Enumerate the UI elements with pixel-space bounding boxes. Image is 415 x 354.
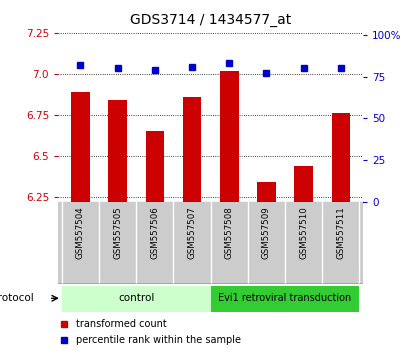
Bar [220,71,239,202]
Bar [62,286,211,312]
Bar [257,182,276,202]
Text: GSM557509: GSM557509 [262,206,271,258]
Bar [71,92,90,202]
Bar [146,131,164,202]
Text: percentile rank within the sample: percentile rank within the sample [76,335,242,345]
Text: transformed count: transformed count [76,319,167,329]
Bar [211,286,359,312]
Text: Evi1 retroviral transduction: Evi1 retroviral transduction [218,293,352,303]
Title: GDS3714 / 1434577_at: GDS3714 / 1434577_at [130,13,291,27]
Text: GSM557510: GSM557510 [299,206,308,259]
Text: GSM557508: GSM557508 [225,206,234,259]
Text: GSM557505: GSM557505 [113,206,122,259]
Text: GSM557504: GSM557504 [76,206,85,259]
Bar [332,113,350,202]
Text: control: control [118,293,154,303]
Text: GSM557506: GSM557506 [150,206,159,259]
Text: GSM557507: GSM557507 [188,206,197,259]
Bar [294,166,313,202]
Bar [183,97,201,202]
Text: protocol: protocol [0,293,34,303]
Bar [108,100,127,202]
Text: GSM557511: GSM557511 [336,206,345,259]
